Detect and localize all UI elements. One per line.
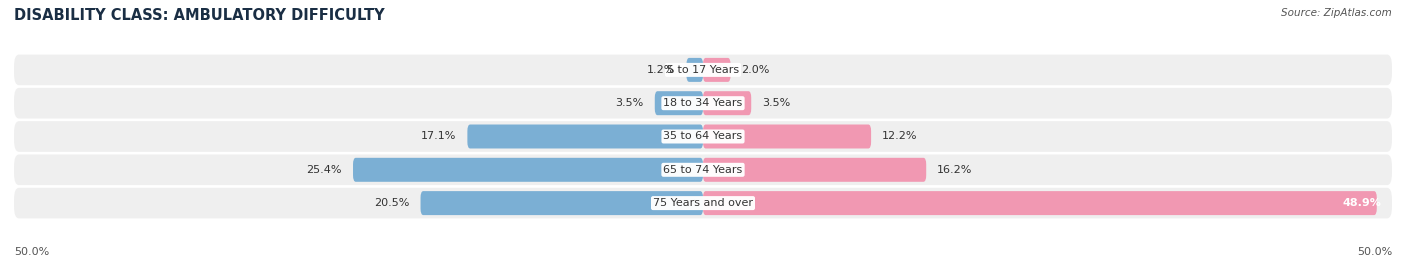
Text: 20.5%: 20.5% [374,198,409,208]
Text: 50.0%: 50.0% [1357,247,1392,257]
Text: 48.9%: 48.9% [1343,198,1381,208]
FancyBboxPatch shape [703,58,731,82]
Text: 16.2%: 16.2% [938,165,973,175]
Text: 50.0%: 50.0% [14,247,49,257]
FancyBboxPatch shape [703,158,927,182]
FancyBboxPatch shape [467,125,703,148]
Text: 3.5%: 3.5% [616,98,644,108]
FancyBboxPatch shape [420,191,703,215]
Text: 1.2%: 1.2% [647,65,675,75]
Text: 35 to 64 Years: 35 to 64 Years [664,132,742,142]
Text: DISABILITY CLASS: AMBULATORY DIFFICULTY: DISABILITY CLASS: AMBULATORY DIFFICULTY [14,8,385,23]
FancyBboxPatch shape [14,188,1392,218]
FancyBboxPatch shape [703,91,751,115]
Text: 5 to 17 Years: 5 to 17 Years [666,65,740,75]
Text: 12.2%: 12.2% [882,132,918,142]
FancyBboxPatch shape [14,55,1392,85]
FancyBboxPatch shape [14,154,1392,185]
Text: Source: ZipAtlas.com: Source: ZipAtlas.com [1281,8,1392,18]
Text: 17.1%: 17.1% [420,132,457,142]
FancyBboxPatch shape [14,88,1392,118]
FancyBboxPatch shape [686,58,703,82]
Text: 3.5%: 3.5% [762,98,790,108]
Text: 75 Years and over: 75 Years and over [652,198,754,208]
FancyBboxPatch shape [703,125,872,148]
Text: 18 to 34 Years: 18 to 34 Years [664,98,742,108]
FancyBboxPatch shape [655,91,703,115]
FancyBboxPatch shape [703,191,1376,215]
FancyBboxPatch shape [353,158,703,182]
Text: 65 to 74 Years: 65 to 74 Years [664,165,742,175]
Text: 25.4%: 25.4% [307,165,342,175]
FancyBboxPatch shape [14,121,1392,152]
Text: 2.0%: 2.0% [741,65,770,75]
